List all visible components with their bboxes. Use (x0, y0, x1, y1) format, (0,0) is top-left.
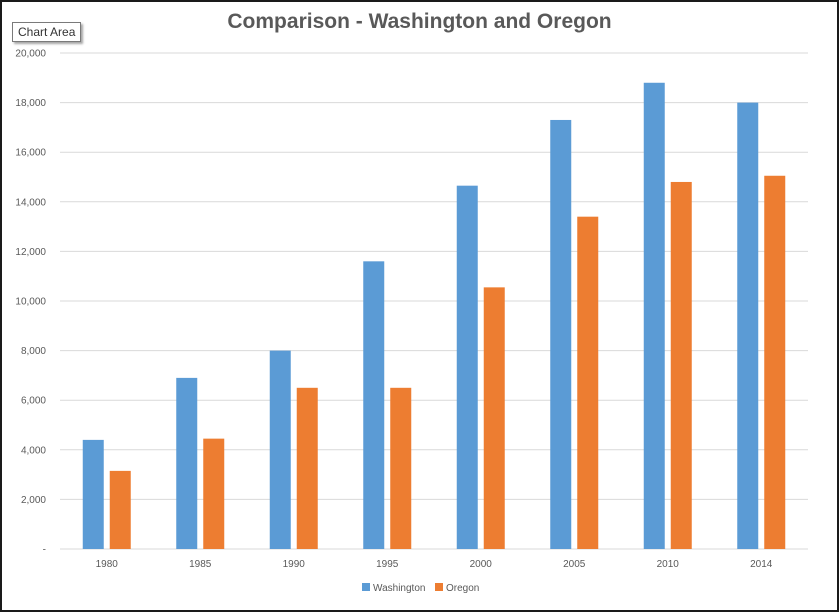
y-tick-label: 2,000 (21, 495, 46, 506)
chart-title: Comparison - Washington and Oregon (227, 10, 612, 33)
bar-oregon-2005[interactable] (577, 216, 599, 549)
y-tick-label: 4,000 (21, 445, 46, 456)
x-tick-label: 2000 (470, 559, 493, 570)
y-tick-label: 12,000 (15, 247, 46, 258)
x-tick-label: 1990 (283, 559, 306, 570)
bar-oregon-2014[interactable] (764, 175, 786, 549)
y-tick-label: 14,000 (15, 197, 46, 208)
bar-washington-2005[interactable] (550, 119, 572, 550)
x-tick-label: 1980 (96, 559, 119, 570)
bar-oregon-1980[interactable] (109, 470, 131, 549)
bar-washington-2014[interactable] (737, 102, 759, 549)
bar-washington-1985[interactable] (176, 377, 198, 549)
y-tick-label: 16,000 (15, 148, 46, 159)
bar-oregon-2010[interactable] (670, 181, 692, 549)
bar-washington-2010[interactable] (643, 82, 665, 549)
bar-washington-1980[interactable] (82, 439, 104, 549)
bar-series (82, 82, 786, 550)
x-tick-label: 2014 (750, 559, 773, 570)
y-tick-label: 20,000 (15, 49, 46, 60)
legend-label-washington: Washington (373, 583, 425, 594)
bar-oregon-1990[interactable] (296, 387, 318, 549)
y-tick-label: 10,000 (15, 297, 46, 308)
x-tick-label: 2005 (563, 559, 586, 570)
legend-label-oregon: Oregon (446, 583, 479, 594)
bar-oregon-1985[interactable] (203, 438, 225, 549)
y-tick-label: 8,000 (21, 346, 46, 357)
y-axis-tick-labels: - 2,000 4,000 6,000 8,000 10,000 12,000 14,000 1… (15, 49, 46, 556)
y-tick-label: 6,000 (21, 396, 46, 407)
x-tick-label: 1995 (376, 559, 399, 570)
x-tick-label: 2010 (657, 559, 680, 570)
y-tick-label: - (43, 545, 46, 556)
bar-washington-2000[interactable] (456, 185, 478, 549)
bar-oregon-2000[interactable] (483, 287, 505, 549)
x-axis-tick-labels: 1980 1985 1990 1995 2000 2005 2010 2014 (96, 559, 773, 570)
y-tick-label: 18,000 (15, 98, 46, 109)
gridlines (60, 52, 808, 550)
legend-swatch-oregon (435, 583, 443, 591)
bar-washington-1995[interactable] (363, 261, 385, 549)
bar-oregon-1995[interactable] (390, 387, 412, 549)
legend-swatch-washington (362, 583, 370, 591)
x-tick-label: 1985 (189, 559, 212, 570)
chart-area-tooltip: Chart Area (12, 22, 82, 42)
legend: Washington Oregon (362, 583, 479, 594)
bar-washington-1990[interactable] (269, 350, 291, 549)
